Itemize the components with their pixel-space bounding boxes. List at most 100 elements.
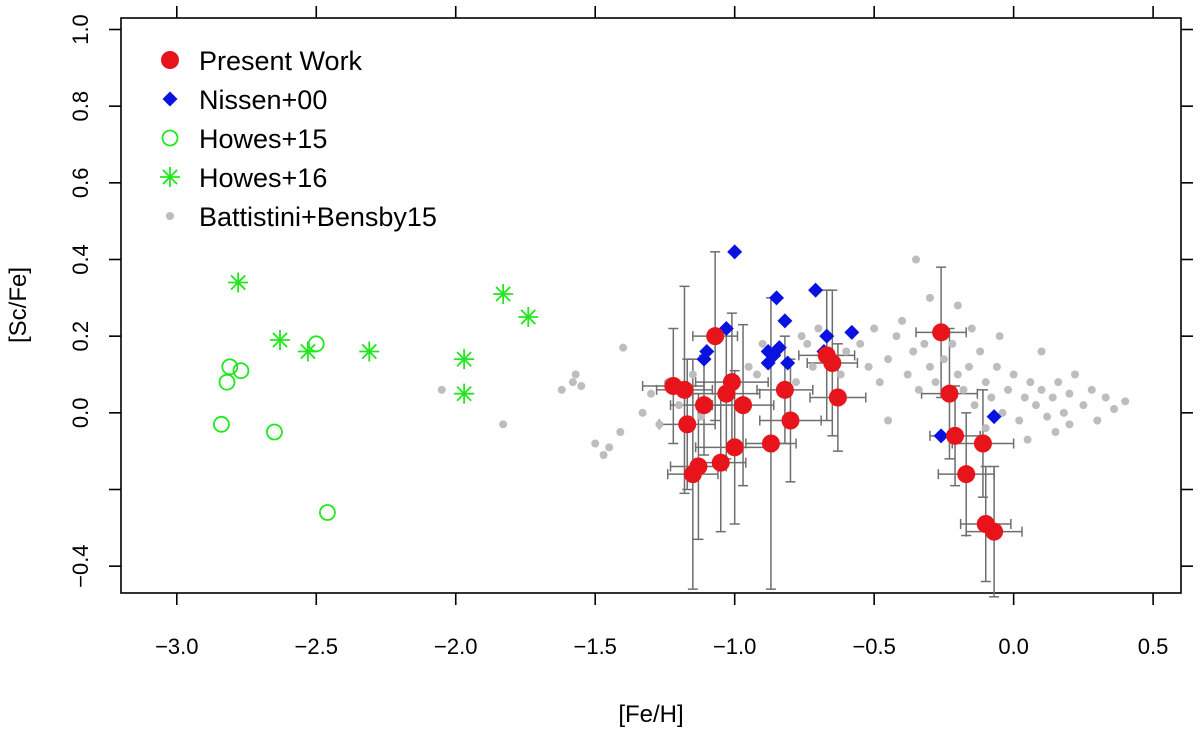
data-point <box>616 428 625 436</box>
data-point <box>819 328 835 344</box>
data-point <box>925 362 934 371</box>
data-point <box>1037 347 1046 356</box>
data-point <box>976 347 985 356</box>
data-point <box>1020 393 1029 402</box>
series-howes-15 <box>213 335 336 521</box>
legend-marker <box>161 129 179 147</box>
data-point <box>998 408 1007 417</box>
legend-label: Howes+16 <box>199 163 327 193</box>
data-point <box>571 370 580 379</box>
data-point <box>1026 378 1035 387</box>
data-point <box>727 244 743 260</box>
data-point <box>932 323 951 342</box>
data-point <box>985 522 1004 541</box>
legend-item: Howes+16 <box>160 163 327 193</box>
data-point <box>359 341 380 362</box>
data-point <box>266 423 283 441</box>
data-point <box>605 443 614 452</box>
data-point <box>823 354 842 372</box>
data-point <box>1079 401 1088 410</box>
x-axis-title: [Fe/H] <box>618 701 683 728</box>
asterisk-stroke <box>272 332 288 348</box>
data-point <box>970 401 979 410</box>
data-point <box>808 282 824 298</box>
data-point <box>884 355 893 364</box>
legend-marker <box>161 51 179 69</box>
data-point <box>568 378 577 387</box>
data-point <box>792 378 801 387</box>
data-point <box>213 415 230 433</box>
data-point <box>925 293 934 302</box>
y-tick-label: 0.0 <box>68 398 93 429</box>
data-point <box>437 385 446 394</box>
data-point <box>1093 416 1102 425</box>
asterisk-stroke <box>361 343 377 360</box>
asterisk-stroke <box>456 385 472 402</box>
data-point <box>228 272 249 293</box>
data-point <box>678 415 697 434</box>
data-point <box>270 330 290 350</box>
y-tick-label: 0.8 <box>68 91 93 122</box>
data-point <box>619 343 628 352</box>
data-point <box>319 504 336 521</box>
data-point <box>1043 412 1052 421</box>
legend: Present Work Nissen+00 Howes+15 Howes+16 Bat… <box>160 46 437 232</box>
data-point <box>967 324 976 333</box>
data-point <box>875 378 884 387</box>
data-point <box>591 439 600 448</box>
data-point <box>959 385 968 394</box>
data-point <box>722 373 741 392</box>
data-point <box>892 332 901 341</box>
data-point <box>986 409 1002 425</box>
series-present-work <box>664 323 1004 541</box>
data-point <box>1110 405 1119 413</box>
data-point <box>1009 370 1018 379</box>
data-point <box>1101 393 1110 402</box>
data-point <box>965 362 973 371</box>
data-point <box>1071 370 1079 379</box>
data-point <box>870 324 879 333</box>
data-marks <box>213 244 1130 598</box>
data-point <box>828 388 847 407</box>
y-tick-label: 0.6 <box>68 168 93 199</box>
data-point <box>842 347 851 356</box>
data-point <box>814 324 823 333</box>
data-point <box>1004 385 1013 394</box>
y-tick-label: 1.0 <box>68 14 93 45</box>
x-tick-label: −1.5 <box>573 634 616 659</box>
data-point <box>953 301 962 310</box>
data-point <box>297 341 318 362</box>
data-point <box>689 457 708 476</box>
data-point <box>780 355 796 371</box>
legend-item: Battistini+Bensby15 <box>166 202 437 232</box>
data-point <box>647 389 655 398</box>
data-point <box>903 370 912 379</box>
data-point <box>577 382 586 390</box>
data-point <box>1051 428 1060 436</box>
data-point <box>599 451 608 459</box>
data-point <box>771 340 787 356</box>
data-point <box>914 385 923 394</box>
data-point <box>1023 435 1032 444</box>
x-tick-label: −2.0 <box>434 634 477 659</box>
data-point <box>1059 408 1068 417</box>
legend-marker <box>166 212 174 220</box>
data-point <box>695 396 713 415</box>
data-point <box>1087 385 1096 394</box>
data-point <box>688 370 697 379</box>
data-point <box>940 384 959 403</box>
data-point <box>987 393 996 402</box>
data-point <box>808 362 817 371</box>
data-point <box>1015 416 1024 425</box>
data-point <box>803 339 812 348</box>
data-point <box>499 420 508 429</box>
data-point <box>518 307 539 327</box>
data-point <box>1054 378 1063 387</box>
data-point <box>992 362 1001 371</box>
legend-item: Nissen+00 <box>162 85 327 115</box>
legend-item: Present Work <box>161 46 363 76</box>
data-point <box>1065 389 1074 398</box>
data-point <box>557 385 566 394</box>
data-point <box>638 408 647 417</box>
asterisk-stroke <box>520 309 536 325</box>
